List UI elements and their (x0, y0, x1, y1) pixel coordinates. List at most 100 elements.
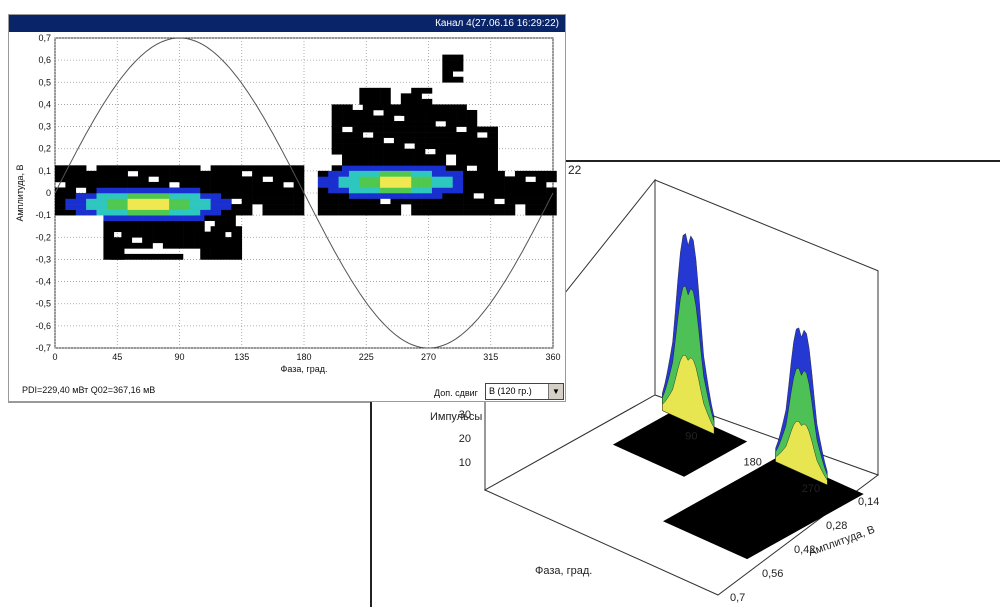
heatmap-cell (241, 176, 253, 183)
heatmap-cell (231, 231, 243, 238)
heatmap-cell (400, 187, 412, 194)
heatmap-cell (487, 126, 498, 133)
heatmap-cell (525, 198, 537, 205)
heatmap-cell (272, 187, 284, 194)
amp-tick-label: 0,42 (794, 544, 815, 556)
heatmap-cell (127, 187, 139, 194)
heatmap-cell (487, 159, 498, 166)
heatmap-cell (148, 181, 160, 188)
heatmap-cell (127, 209, 139, 216)
heatmap-cell (514, 176, 526, 183)
heatmap-cell (106, 165, 118, 172)
heatmap-cell (200, 242, 211, 249)
heatmap-cell (162, 226, 174, 233)
heatmap-cell (65, 176, 77, 183)
heatmap-cell (359, 87, 371, 94)
heatmap-cell (162, 253, 173, 260)
heatmap-cell (393, 121, 405, 127)
heatmap-cell (383, 132, 395, 138)
heatmap-cell (138, 209, 149, 216)
heatmap-cell (221, 170, 232, 177)
heatmap-cell (231, 204, 243, 210)
heatmap-cell (142, 237, 153, 244)
heatmap-cell (504, 181, 516, 188)
chevron-down-icon[interactable]: ▼ (548, 384, 563, 399)
heatmap-cell (383, 159, 395, 166)
heatmap-cell (262, 193, 274, 199)
heatmap-cell (390, 176, 402, 183)
heatmap-cell (411, 93, 422, 100)
heatmap-cell (158, 170, 170, 177)
heatmap-cell (456, 121, 467, 127)
heatmap-cell (148, 209, 160, 216)
heatmap-cell (200, 176, 211, 183)
heatmap-cell (352, 143, 364, 150)
heatmap-cell (411, 193, 422, 199)
heatmap-cell (148, 165, 160, 172)
heatmap-cell (362, 143, 374, 150)
heatmap-cell (425, 143, 436, 150)
phase-chart: 0 45 90 135 180 225 270 315 360 0,7 0,6 0,5 0,4 0,3 0,… (15, 33, 561, 374)
heatmap-cell (380, 187, 391, 194)
heatmap-cell (210, 237, 222, 244)
heatmap-cell (352, 159, 364, 166)
heatmap-cell (200, 193, 211, 199)
heatmap-cell (535, 204, 547, 210)
heatmap-cell (494, 187, 505, 194)
heatmap-cell (494, 193, 505, 199)
heatmap-cell (293, 209, 305, 216)
heatmap-cell (293, 165, 305, 172)
heatmap-cell (393, 137, 405, 144)
heatmap-cell (189, 165, 201, 172)
heatmap-cell (352, 115, 364, 122)
heatmap-cell (476, 148, 488, 155)
heatmap-cell (456, 165, 467, 172)
sine-curve (54, 37, 554, 349)
heatmap-cell (494, 181, 505, 188)
heatmap-cell (338, 187, 350, 194)
heatmap-cell (328, 209, 339, 216)
heatmap-cell (252, 176, 263, 183)
heatmap-cell (359, 204, 371, 210)
heatmap-cell (158, 193, 170, 199)
heatmap-cell (421, 104, 433, 111)
heatmap-cell (383, 143, 395, 150)
heatmap-cell (204, 215, 216, 221)
heatmap-cell (369, 176, 381, 183)
heatmap-cell (456, 148, 467, 155)
heatmap-cell (452, 204, 464, 210)
phase-window[interactable]: Канал 4(27.06.16 16:29:22) 0 45 90 135 180 22… (8, 14, 566, 402)
heatmap-cell (452, 187, 464, 194)
pulse-tick-label: 10 (459, 457, 471, 469)
heatmap-cell (169, 204, 180, 210)
heatmap-cell (359, 181, 371, 188)
heatmap-cell (55, 170, 66, 177)
divider-vertical (370, 402, 372, 607)
x-tick-label: 270 (421, 352, 436, 362)
heatmap-cell (65, 181, 77, 188)
heatmap-cell (162, 215, 174, 221)
heatmap-cell (210, 165, 222, 172)
heatmap-cell (210, 176, 222, 183)
heatmap-cell (194, 226, 205, 233)
surface-floor (663, 456, 864, 560)
heatmap-cell (390, 209, 402, 216)
heatmap-cell (96, 193, 108, 199)
shift-dropdown-value: В (120 гр.) (489, 386, 532, 396)
heatmap-cell (476, 126, 488, 133)
x-tick-label: 135 (234, 352, 249, 362)
heatmap-cell (117, 165, 128, 172)
heatmap-cell (148, 193, 160, 199)
heatmap-cell (189, 176, 201, 183)
heatmap-cell (359, 193, 371, 199)
heatmap-cell (179, 193, 191, 199)
heatmap-cell (456, 115, 467, 122)
y-tick-label: -0,1 (35, 210, 51, 220)
heatmap-cell (476, 159, 488, 166)
shift-dropdown[interactable]: В (120 гр.) ▼ (485, 383, 564, 400)
heatmap-cell (400, 109, 412, 116)
heatmap-cell (535, 187, 547, 194)
heatmap-cell (383, 121, 395, 127)
heatmap-cell (194, 220, 205, 227)
heatmap-cell (272, 193, 284, 199)
